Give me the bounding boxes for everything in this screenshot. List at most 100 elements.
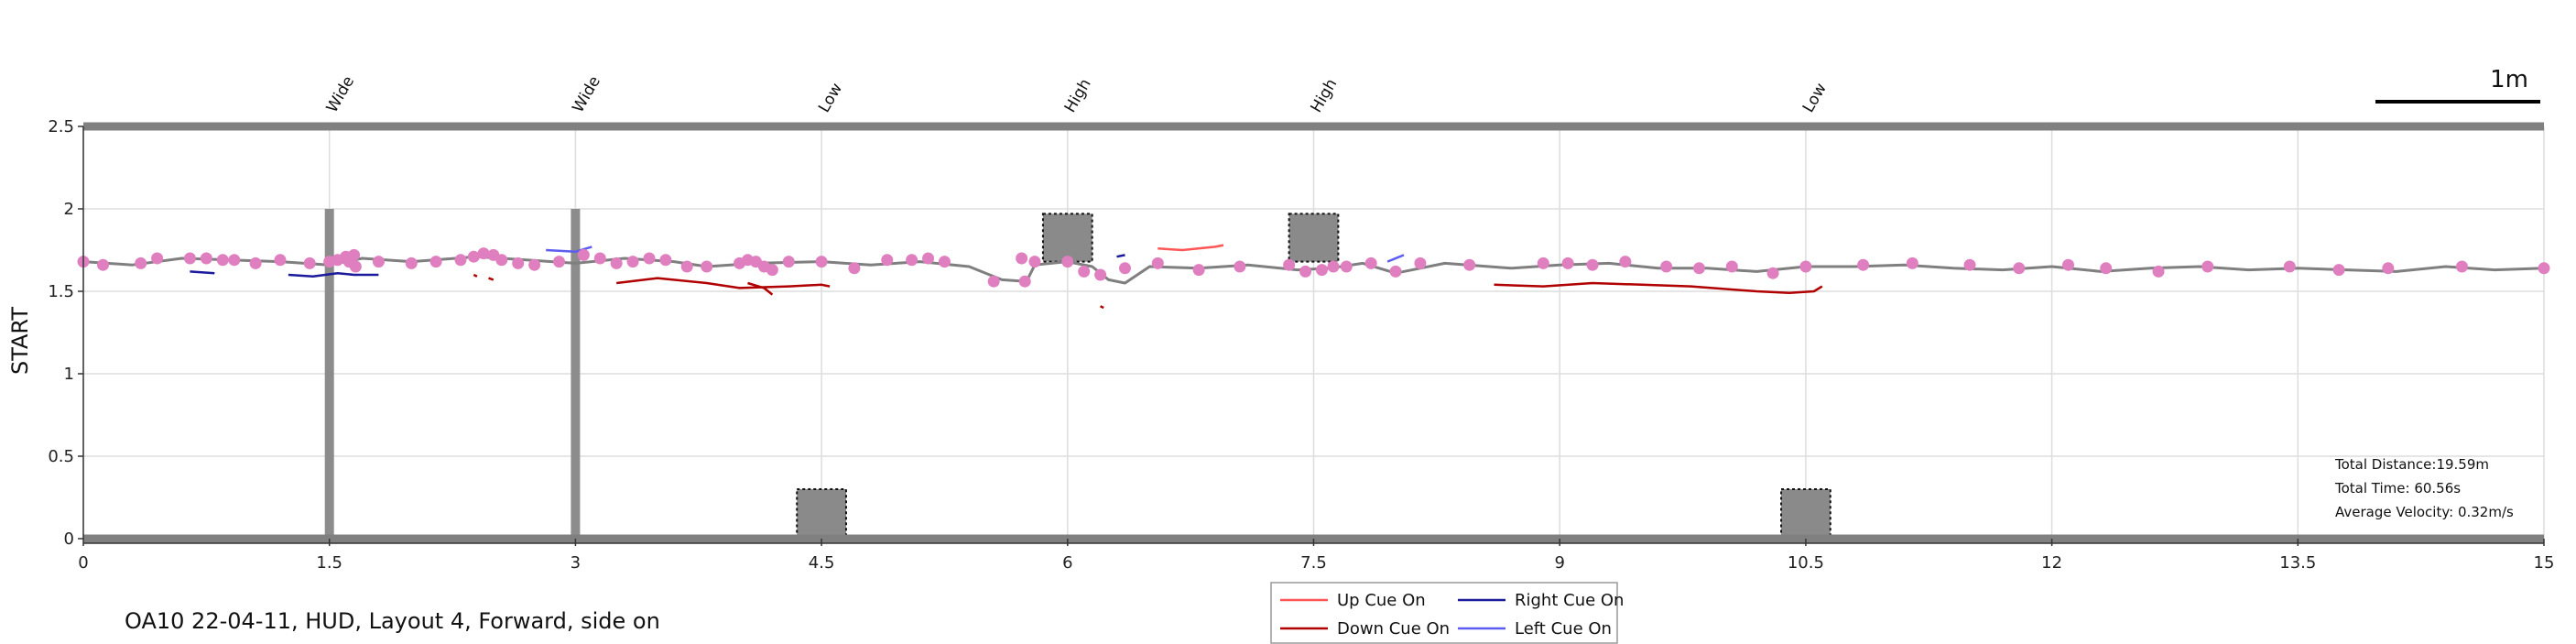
marker-point xyxy=(1283,258,1296,271)
obstacle-label: Wide xyxy=(569,73,604,116)
marker-point xyxy=(405,257,418,269)
series-left-cue-on-line xyxy=(1386,254,1405,263)
marker-point xyxy=(815,256,828,268)
marker-point xyxy=(1315,264,1328,277)
marker-point xyxy=(610,257,623,269)
legend-box xyxy=(1270,582,1618,644)
marker-point xyxy=(1463,258,1476,271)
marker-point xyxy=(429,256,442,268)
marker-point xyxy=(2100,262,2113,275)
marker-point xyxy=(216,254,229,267)
x-tick-label: 0 xyxy=(78,553,88,573)
marker-point xyxy=(659,254,672,267)
marker-point xyxy=(249,257,262,269)
series-right-cue-on-line xyxy=(1116,254,1125,258)
marker-point xyxy=(1799,260,1812,273)
grid xyxy=(82,126,2545,540)
series-down-cue-on-line xyxy=(1494,281,1823,295)
markers xyxy=(77,247,2550,288)
series-down-cue-on-line xyxy=(747,281,774,296)
legend-label-down-cue: Down Cue On xyxy=(1337,619,1450,639)
marker-point xyxy=(1537,257,1549,269)
marker-point xyxy=(701,260,713,273)
marker-point xyxy=(1586,258,1599,271)
obstacle-wide xyxy=(571,209,581,539)
legend-label-up-cue: Up Cue On xyxy=(1337,591,1426,610)
y-tick-label: 1.5 xyxy=(48,282,74,301)
marker-point xyxy=(922,252,935,265)
series-up-cue-on-line xyxy=(1158,244,1224,252)
marker-point xyxy=(1016,252,1028,265)
axes: 0 1.5 3 4.5 6 7.5 9 10.5 12 13.5 15 0 0.5 1 1.5 2 2.5 Wid… xyxy=(48,73,2554,573)
marker-point xyxy=(881,254,894,267)
marker-point xyxy=(1028,256,1041,268)
marker-point xyxy=(626,256,639,268)
marker-point xyxy=(372,256,385,268)
series-right-cue-on-line xyxy=(288,271,379,278)
marker-point xyxy=(1906,257,1918,269)
x-tick-label: 15 xyxy=(2534,553,2555,573)
obstacle-label: Low xyxy=(1799,80,1831,115)
marker-point xyxy=(1299,265,1312,278)
series-right-cue-on-line xyxy=(190,270,215,275)
obstacle-low xyxy=(796,488,847,540)
obstacle-label: Wide xyxy=(323,73,359,116)
obstacle-label: High xyxy=(1308,76,1342,116)
marker-point xyxy=(495,254,508,267)
marker-point xyxy=(1389,265,1402,278)
marker-point xyxy=(593,252,606,265)
legend: Up Cue On Right Cue On Down Cue On Left … xyxy=(1270,582,1624,644)
scale-bar-label: 1m xyxy=(2490,66,2528,93)
marker-point xyxy=(303,257,316,269)
marker-point xyxy=(2382,262,2395,275)
marker-point xyxy=(2283,260,2296,273)
marker-point xyxy=(552,256,565,268)
marker-point xyxy=(577,248,590,261)
x-tick-label: 1.5 xyxy=(316,553,342,573)
marker-point xyxy=(1151,257,1164,269)
marker-point xyxy=(512,257,525,269)
marker-point xyxy=(2201,260,2214,273)
marker-point xyxy=(135,257,147,269)
marker-point xyxy=(467,250,480,263)
marker-point xyxy=(1234,260,1246,273)
marker-point xyxy=(1619,256,1632,268)
marker-point xyxy=(766,264,778,277)
marker-point xyxy=(2332,264,2345,277)
marker-point xyxy=(96,258,109,271)
y-tick-label: 2.5 xyxy=(48,117,74,136)
stat-total-time: Total Time: 60.56s xyxy=(2334,480,2461,497)
series-down-cue-on-line xyxy=(488,277,495,281)
marker-point xyxy=(200,252,212,265)
marker-point xyxy=(228,254,241,267)
y-tick-label: 1 xyxy=(64,365,74,384)
series-down-cue-on-line xyxy=(1100,305,1104,310)
marker-point xyxy=(454,254,467,267)
x-tick-label: 6 xyxy=(1062,553,1072,573)
marker-point xyxy=(1692,262,1705,275)
marker-point xyxy=(183,252,196,265)
marker-point xyxy=(349,260,362,273)
obstacle-label: Low xyxy=(815,80,846,115)
marker-point xyxy=(274,254,287,267)
scale-bar: 1m xyxy=(2375,66,2540,104)
marker-point xyxy=(1078,265,1091,278)
legend-label-right-cue: Right Cue On xyxy=(1515,591,1624,610)
x-tick-label: 9 xyxy=(1554,553,1564,573)
marker-point xyxy=(1118,262,1131,275)
marker-point xyxy=(782,256,795,268)
marker-point xyxy=(1364,257,1377,269)
y-tick-label: 0.5 xyxy=(48,447,74,466)
marker-point xyxy=(680,260,693,273)
marker-point xyxy=(1414,257,1427,269)
marker-point xyxy=(528,258,541,271)
x-tick-label: 4.5 xyxy=(809,553,835,573)
y-axis-label: START xyxy=(7,307,33,375)
marker-point xyxy=(348,248,361,261)
marker-point xyxy=(151,252,164,265)
marker-point xyxy=(938,256,951,268)
series-down-cue-on-line xyxy=(473,273,478,278)
x-tick-label: 13.5 xyxy=(2279,553,2316,573)
marker-point xyxy=(643,252,656,265)
